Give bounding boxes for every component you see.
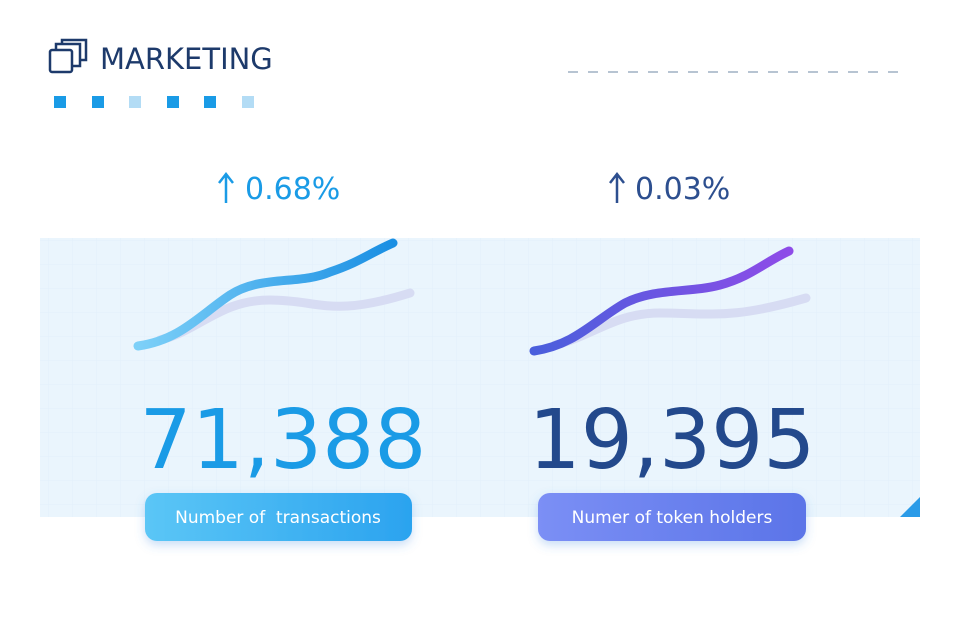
value: 19,395 (529, 393, 816, 488)
panel-grid (40, 238, 920, 517)
up-arrow (609, 171, 625, 203)
label-pill (145, 493, 412, 541)
label: Number of transactions (175, 508, 381, 528)
label: Numer of token holders (572, 508, 773, 528)
header-icon (48, 38, 88, 74)
corner (900, 497, 920, 517)
value: 71,388 (140, 393, 427, 488)
sparkline (529, 246, 794, 356)
label-pill (538, 493, 806, 541)
sparkline (133, 238, 398, 351)
title: MARKETING (100, 42, 273, 76)
up-arrow (218, 171, 234, 203)
sparkline-shadow (550, 293, 811, 350)
change: 0.03% (635, 172, 730, 207)
dots (54, 96, 254, 108)
change: 0.68% (245, 172, 340, 207)
